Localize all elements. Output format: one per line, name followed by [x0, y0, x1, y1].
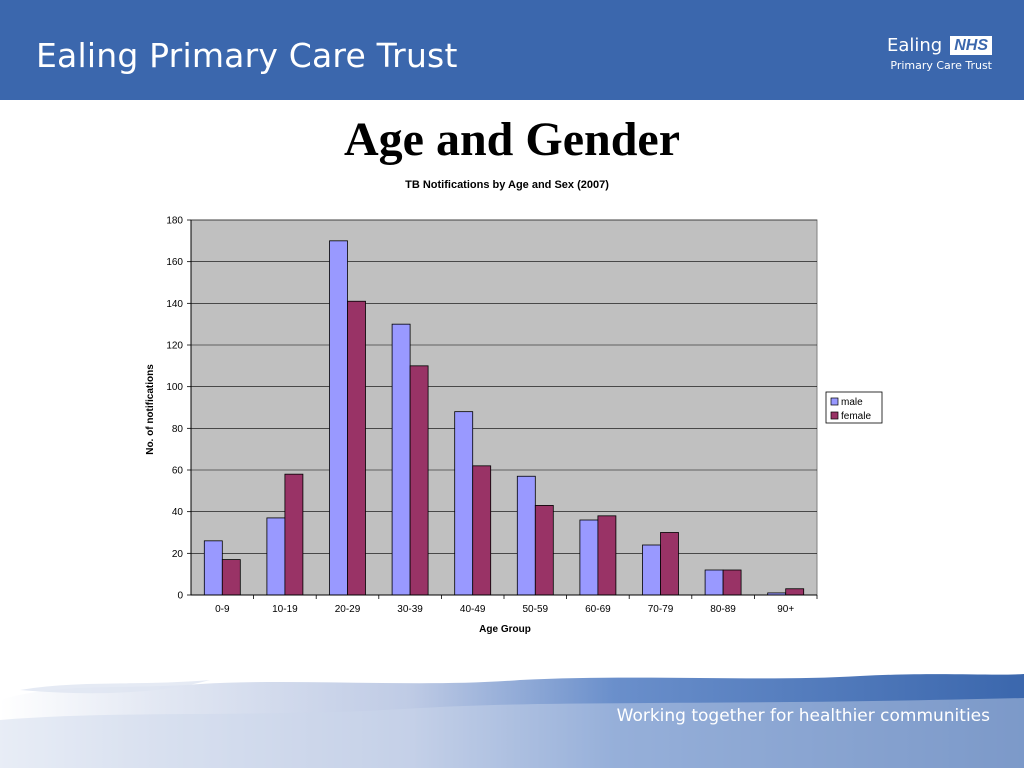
- bar-female-50-59: [534, 505, 554, 596]
- y-tick-label: 120: [166, 341, 183, 352]
- bar-male-10-19: [266, 517, 286, 596]
- x-tick-label: 30-39: [397, 604, 423, 615]
- y-tick-label: 100: [166, 382, 183, 393]
- x-tick-label: 70-79: [648, 604, 674, 615]
- x-tick-label: 0-9: [215, 604, 230, 615]
- y-tick-label: 160: [166, 257, 183, 268]
- legend-label-male: male: [841, 397, 863, 408]
- y-tick-label: 0: [177, 591, 183, 602]
- bars: [203, 240, 805, 596]
- y-tick-label: 20: [172, 549, 184, 560]
- bar-male-80-89: [704, 569, 724, 596]
- bar-female-10-19: [284, 473, 304, 596]
- bar-male-70-79: [642, 544, 661, 596]
- bar-female-30-39: [409, 365, 429, 596]
- x-tick-label: 20-29: [335, 604, 361, 615]
- bar-female-60-69: [597, 515, 617, 596]
- nhs-badge: NHS: [950, 36, 992, 55]
- y-axis-label: No. of notifications: [145, 364, 156, 455]
- logo-row: Ealing NHS: [887, 35, 992, 56]
- slide-title: Age and Gender: [344, 113, 680, 166]
- legend-swatch-female: [830, 411, 839, 420]
- bar-male-50-59: [516, 475, 536, 596]
- legend-swatch-male: [830, 397, 839, 406]
- x-tick-label: 60-69: [585, 604, 611, 615]
- x-tick-label: 80-89: [710, 604, 736, 615]
- axes: 0 20 40 60 80 100 120 140 160 180 0-9 10-19 20-29 30-…: [166, 216, 818, 615]
- y-tick-label: 60: [172, 466, 184, 477]
- bar-male-0-9: [203, 540, 223, 596]
- legend: male female: [825, 391, 883, 424]
- bar-male-30-39: [391, 323, 411, 596]
- x-tick-label: 90+: [777, 604, 794, 615]
- logo-name: Ealing: [886, 35, 943, 56]
- bar-male-40-49: [454, 411, 474, 596]
- footer-tagline: Working together for healthier communiti…: [616, 706, 990, 726]
- nhs-logo: Ealing NHS Primary Care Trust: [887, 35, 992, 72]
- x-tick-label: 10-19: [272, 604, 298, 615]
- bar-female-70-79: [660, 532, 679, 596]
- bar-male-20-29: [329, 240, 348, 596]
- y-tick-label: 140: [166, 299, 183, 310]
- organisation-title: Ealing Primary Care Trust: [36, 36, 458, 75]
- footer-wave: [0, 674, 1024, 768]
- x-tick-label: 50-59: [523, 604, 549, 615]
- bar-female-80-89: [722, 569, 742, 596]
- bar-female-40-49: [472, 465, 492, 596]
- bar-female-90+: [785, 588, 805, 596]
- logo-subtitle: Primary Care Trust: [890, 59, 992, 72]
- header-bar: Ealing Primary Care Trust Ealing NHS Pri…: [0, 0, 1024, 100]
- bar-female-0-9: [221, 559, 241, 596]
- y-tick-label: 40: [172, 507, 184, 518]
- bar-male-60-69: [579, 519, 599, 596]
- bar-female-20-29: [347, 300, 366, 596]
- x-axis-label: Age Group: [479, 624, 531, 635]
- chart-title: TB Notifications by Age and Sex (2007): [405, 179, 609, 191]
- y-tick-label: 80: [172, 424, 184, 435]
- legend-label-female: female: [841, 411, 871, 422]
- x-tick-label: 40-49: [460, 604, 486, 615]
- y-tick-label: 180: [166, 216, 183, 227]
